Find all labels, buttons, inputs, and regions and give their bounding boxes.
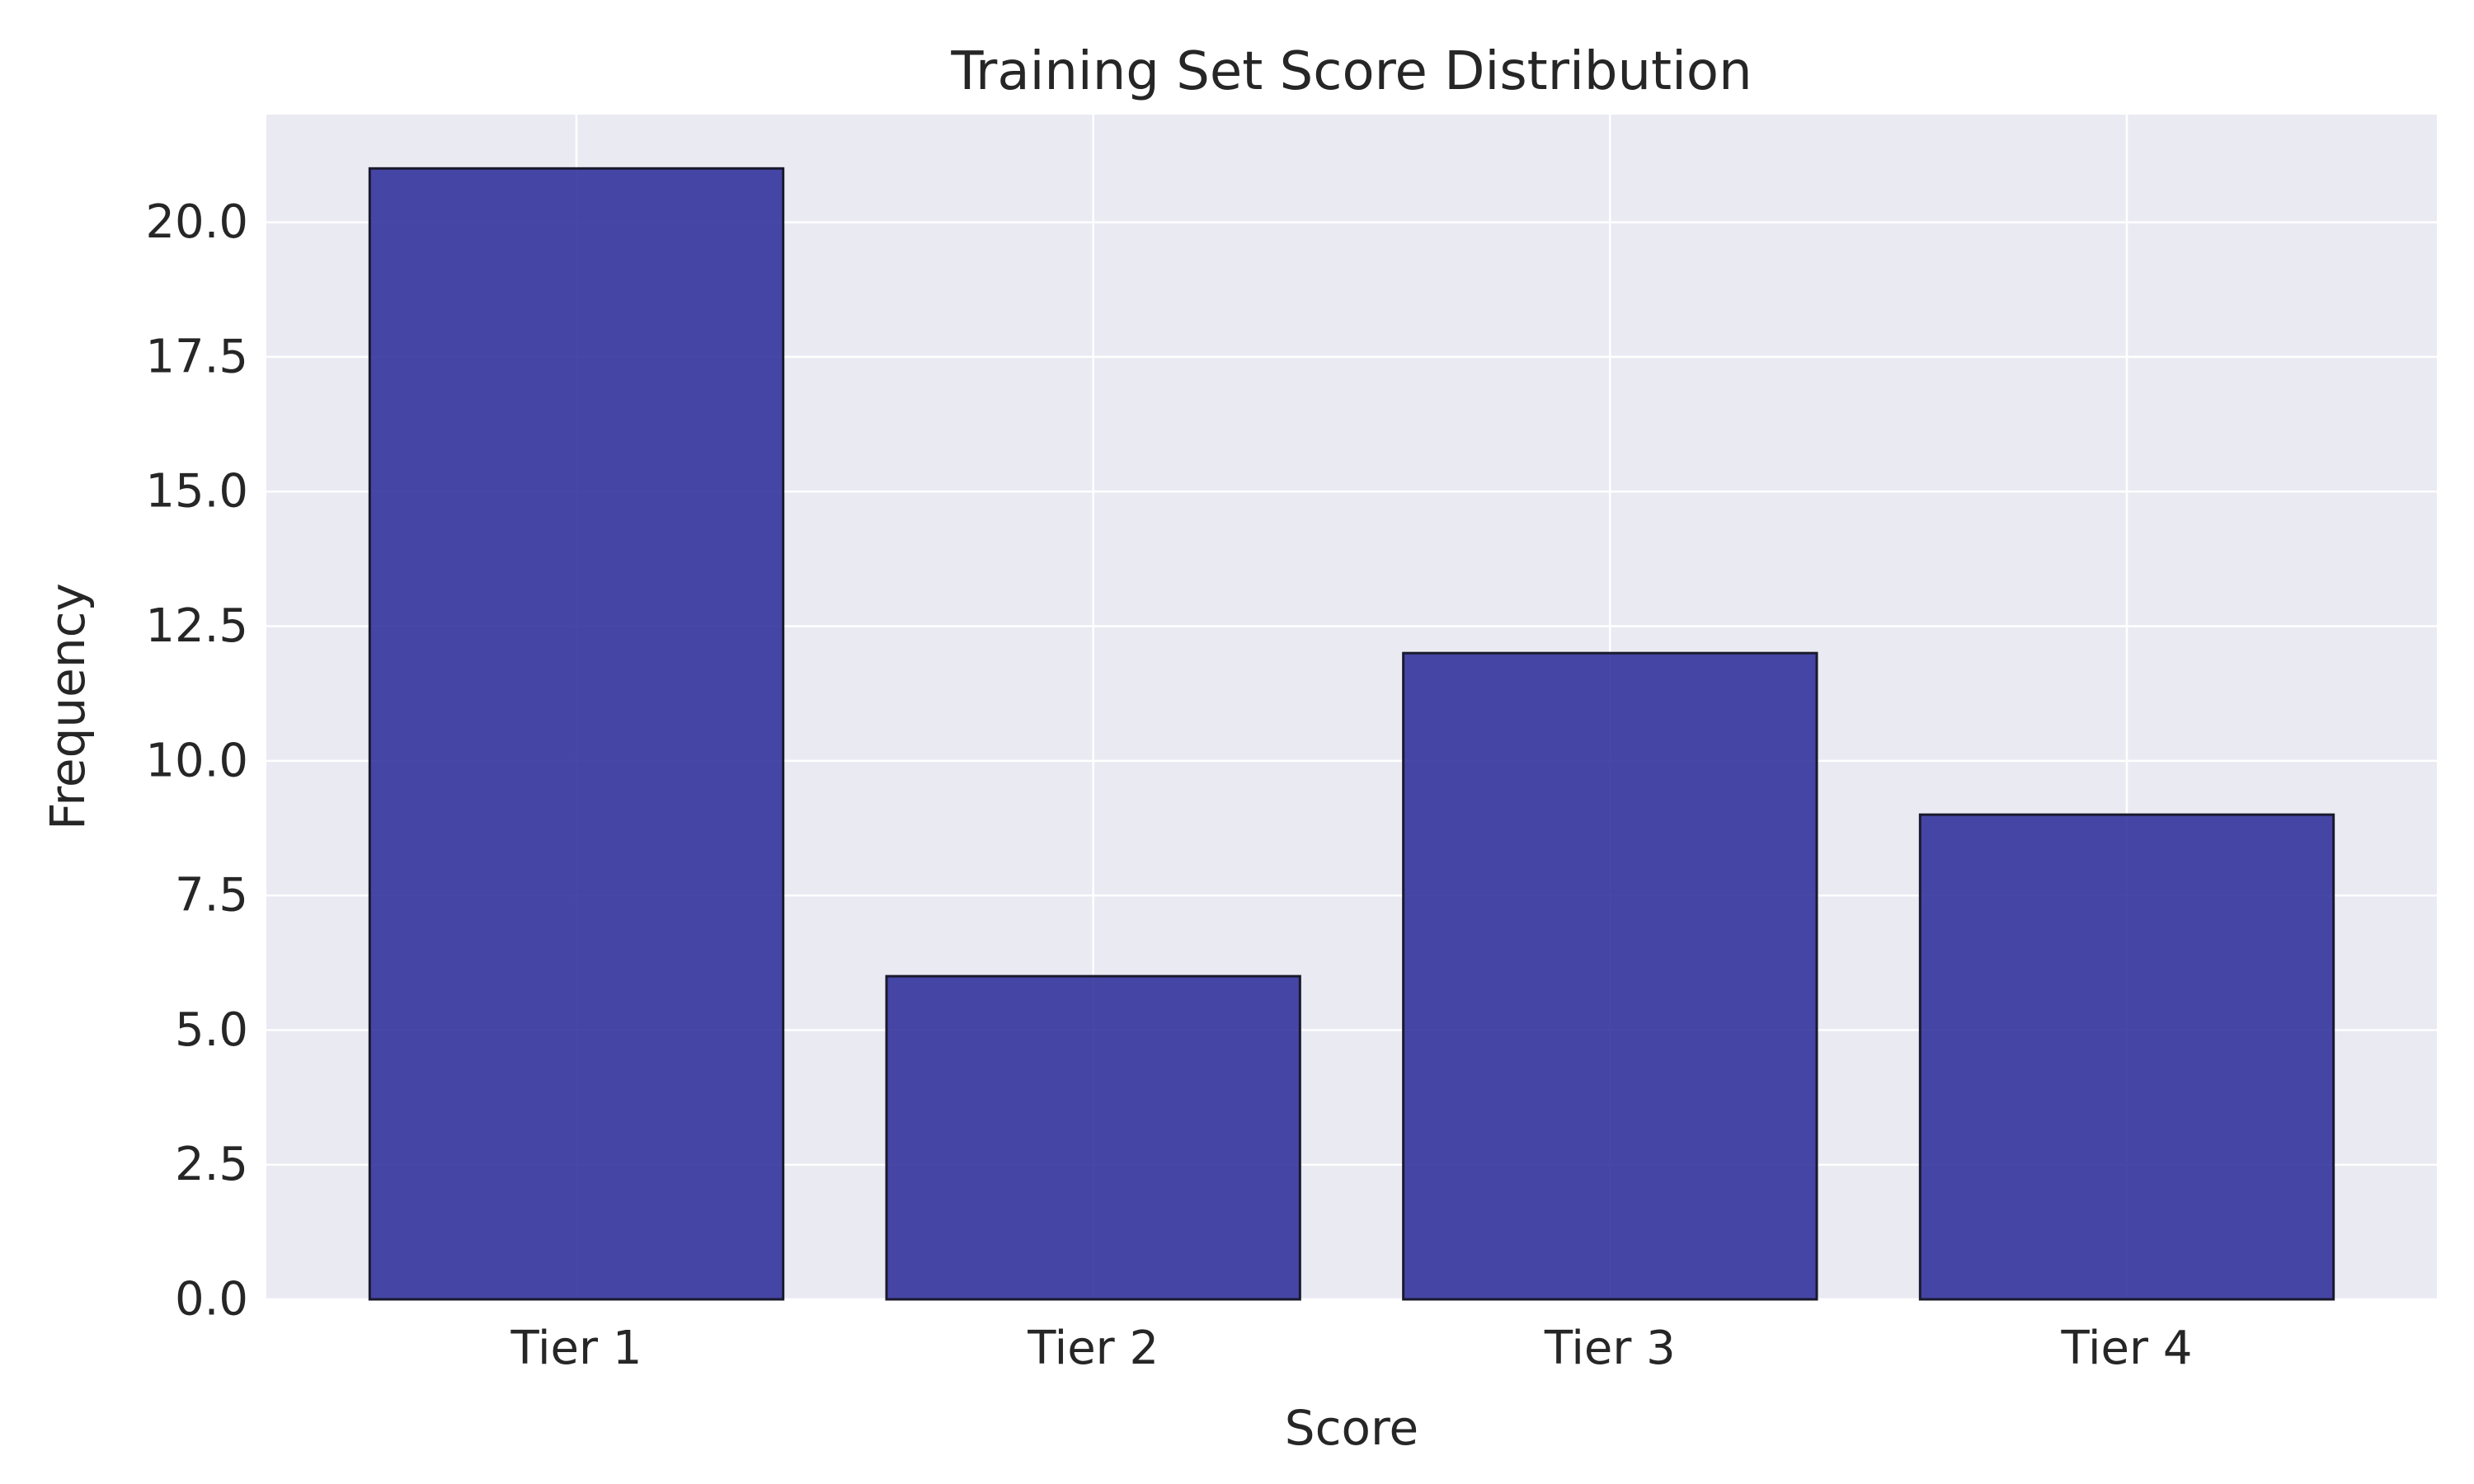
x-tick-label: Tier 2 xyxy=(1027,1322,1159,1375)
y-tick-label: 7.5 xyxy=(175,869,248,923)
y-tick-label: 15.0 xyxy=(145,465,248,519)
x-axis-label: Score xyxy=(1285,1400,1418,1456)
bars xyxy=(368,167,2335,1301)
y-axis-ticks: 0.0 2.5 5.0 7.5 10.0 12.5 15.0 17.5 20.0 xyxy=(145,195,248,1326)
bar-tier-2 xyxy=(885,974,1301,1301)
x-axis-ticks: Tier 1 Tier 2 Tier 3 Tier 4 xyxy=(510,1322,2193,1375)
bar-tier-4 xyxy=(1918,813,2335,1301)
bar-tier-1 xyxy=(368,167,785,1301)
y-tick-label: 20.0 xyxy=(145,195,248,249)
y-axis-label: Frequency xyxy=(40,583,96,830)
y-tick-label: 5.0 xyxy=(175,1003,248,1057)
y-tick-label: 10.0 xyxy=(145,734,248,787)
y-tick-label: 2.5 xyxy=(175,1138,248,1191)
x-tick-label: Tier 4 xyxy=(2061,1322,2193,1375)
bar-tier-3 xyxy=(1402,651,1818,1301)
x-tick-label: Tier 1 xyxy=(510,1322,642,1375)
y-tick-label: 12.5 xyxy=(145,599,248,653)
chart-title: Training Set Score Distribution xyxy=(950,41,1752,102)
x-tick-label: Tier 3 xyxy=(1544,1322,1676,1375)
y-tick-label: 0.0 xyxy=(175,1273,248,1327)
y-tick-label: 17.5 xyxy=(145,330,248,383)
